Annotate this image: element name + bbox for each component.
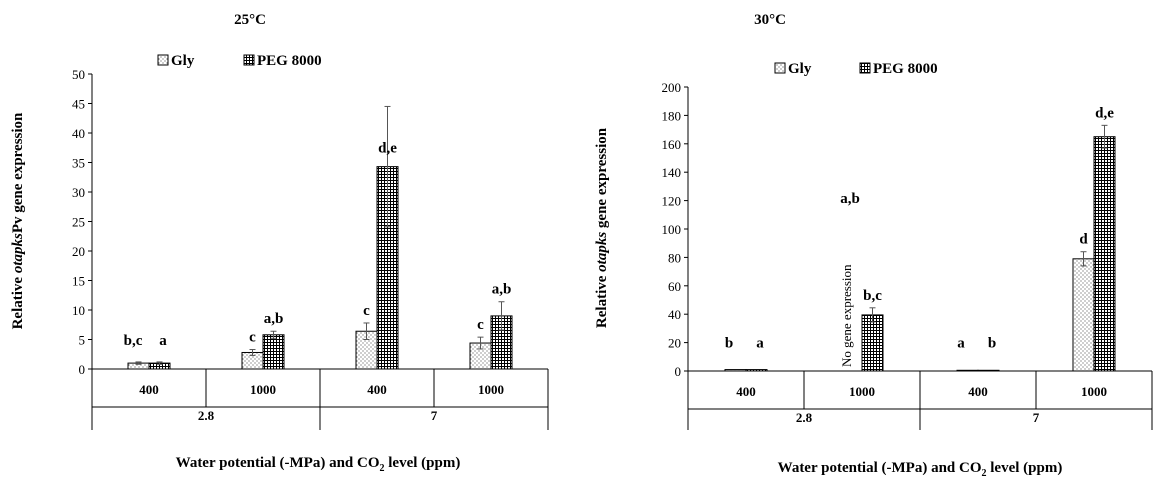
x-axis-label-sub: 2 xyxy=(380,463,385,474)
significance-letter: c xyxy=(477,317,484,333)
y-tick-label: 140 xyxy=(662,165,682,180)
legend-swatch-peg xyxy=(859,62,871,74)
significance-letter: b,c xyxy=(863,288,882,304)
y-tick-label: 160 xyxy=(662,137,682,152)
x-axis-label-sub: 2 xyxy=(982,468,987,479)
x-axis-label-part: level (ppm) xyxy=(987,460,1063,476)
y-tick-label: 45 xyxy=(72,97,85,112)
significance-letter: b xyxy=(988,336,996,352)
x-group-label: 7 xyxy=(1033,410,1040,425)
significance-letter: a,b xyxy=(264,311,284,327)
chart-panel-2: 30°C Gly PEG 8000 0 20 40 60 80 100 120 140 160 180 2… xyxy=(594,12,1153,479)
significance-letter: c xyxy=(363,303,370,319)
y-axis-label-part: otapks xyxy=(594,232,610,272)
bar-peg xyxy=(977,369,1000,372)
x-group-label: 2.8 xyxy=(796,410,813,425)
bar-peg xyxy=(262,334,285,370)
x-axis-label: Water potential (-MPa) and CO2 level (pp… xyxy=(778,460,1063,479)
bar-gly xyxy=(956,369,979,372)
significance-letter: d xyxy=(1079,232,1088,248)
no-expression-annotation: No gene expression xyxy=(839,264,854,367)
significance-letter: a xyxy=(756,336,764,352)
x-axis-label-part: level (ppm) xyxy=(385,455,461,471)
y-axis-label: Relative otapksPv gene expression xyxy=(10,112,26,329)
legend-swatch-peg xyxy=(243,54,255,66)
y-tick-label: 5 xyxy=(79,333,86,348)
x-category-label: 400 xyxy=(968,384,988,399)
x-axis-label-part: Water potential (-MPa) and CO xyxy=(176,455,380,471)
x-category-label: 400 xyxy=(139,382,159,397)
y-tick-label: 20 xyxy=(72,244,85,259)
significance-letter: a xyxy=(957,336,965,352)
x-group-label: 2.8 xyxy=(198,408,215,423)
y-tick-label: 60 xyxy=(668,279,681,294)
legend-label: PEG 8000 xyxy=(257,53,322,69)
y-axis-label-part: Pv gene expression xyxy=(10,112,26,233)
bar-gly xyxy=(1072,258,1095,372)
x-category-label: 1000 xyxy=(1081,384,1107,399)
significance-letter: b xyxy=(725,336,733,352)
significance-letter: c xyxy=(249,330,256,346)
significance-letter: d,e xyxy=(378,140,397,156)
x-category-label: 1000 xyxy=(478,382,504,397)
y-axis-label-part: gene expression xyxy=(594,127,610,232)
chart-title: 25°C xyxy=(234,12,266,28)
chart-title: 30°C xyxy=(754,12,786,28)
x-category-label: 400 xyxy=(367,382,387,397)
bar-peg xyxy=(745,369,768,372)
chart-panel-1: 25°C Gly PEG 8000 0 5 10 15 20 25 30 35 40 45 50 Relat… xyxy=(10,12,549,474)
y-tick-label: 25 xyxy=(72,215,85,230)
legend-label: Gly xyxy=(788,61,812,77)
legend-label: Gly xyxy=(171,53,195,69)
y-tick-label: 200 xyxy=(662,80,682,95)
y-tick-label: 100 xyxy=(662,222,682,237)
x-axis-label: Water potential (-MPa) and CO2 level (pp… xyxy=(176,455,461,474)
y-axis-label-part: Relative xyxy=(594,272,610,328)
y-axis-label-part: Relative xyxy=(10,273,26,329)
y-tick-label: 80 xyxy=(668,250,681,265)
bar-peg xyxy=(861,314,884,372)
x-category-label: 1000 xyxy=(250,382,276,397)
bar-gly xyxy=(724,369,747,372)
legend-label: PEG 8000 xyxy=(873,61,938,77)
x-category-label: 400 xyxy=(736,384,756,399)
significance-letter: a,b xyxy=(492,282,512,298)
x-group-label: 7 xyxy=(431,408,438,423)
significance-letter: d,e xyxy=(1095,105,1114,121)
y-tick-label: 0 xyxy=(675,364,682,379)
y-tick-label: 120 xyxy=(662,194,682,209)
y-tick-label: 0 xyxy=(79,362,86,377)
x-axis-label-part: Water potential (-MPa) and CO xyxy=(778,460,982,476)
bar-peg xyxy=(1093,136,1116,372)
y-tick-label: 180 xyxy=(662,108,682,123)
x-category-label: 1000 xyxy=(849,384,875,399)
y-tick-label: 35 xyxy=(72,156,85,171)
y-tick-label: 15 xyxy=(72,274,85,289)
y-tick-label: 50 xyxy=(72,67,85,82)
y-tick-label: 30 xyxy=(72,185,85,200)
y-tick-label: 40 xyxy=(668,307,681,322)
significance-letter: a,b xyxy=(840,191,860,207)
y-axis-label-part: otapks xyxy=(10,233,26,273)
significance-letter: a xyxy=(159,333,167,349)
legend-swatch-gly xyxy=(774,62,786,74)
significance-letter: b,c xyxy=(124,333,143,349)
y-tick-label: 20 xyxy=(668,336,681,351)
y-axis-label: Relative otapks gene expression xyxy=(594,127,610,328)
y-tick-label: 10 xyxy=(72,303,85,318)
y-tick-label: 40 xyxy=(72,126,85,141)
legend-swatch-gly xyxy=(157,54,169,66)
